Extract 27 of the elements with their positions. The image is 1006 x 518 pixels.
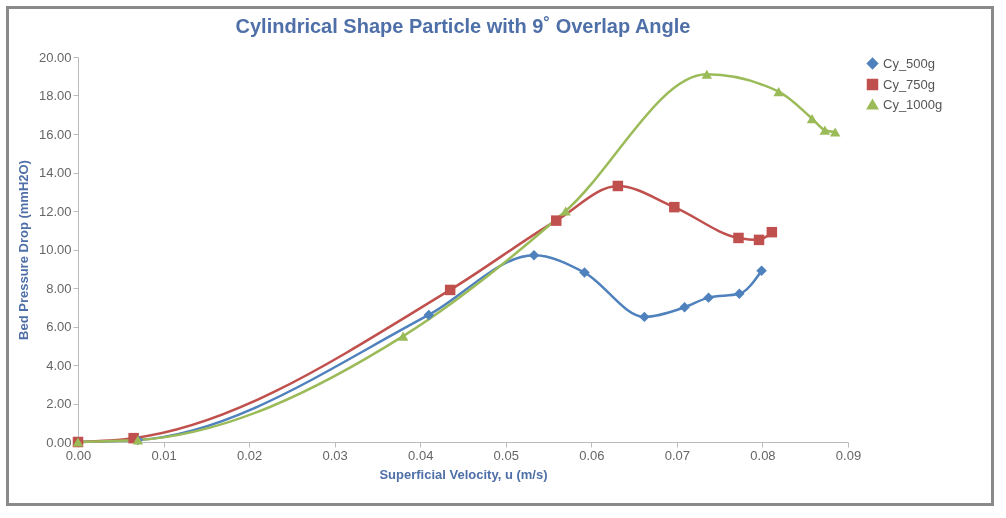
y-tick-label: 4.00 xyxy=(46,357,72,373)
x-tick-label: 0.06 xyxy=(579,447,605,463)
y-tick-label: 16.00 xyxy=(38,126,72,142)
x-tick-label: 0.02 xyxy=(236,447,263,463)
x-axis-title: Superficial Velocity, u (m/s) xyxy=(379,466,548,482)
x-tick-label: 0.04 xyxy=(408,447,434,463)
legend-label: Cy_1000g xyxy=(883,96,943,112)
y-tick-label: 18.00 xyxy=(38,88,72,103)
y-tick-label: 0.00 xyxy=(46,434,72,450)
y-tick-label: 12.00 xyxy=(38,203,72,219)
y-tick-label: 8.00 xyxy=(46,280,72,296)
y-tick-label: 10.00 xyxy=(38,242,72,257)
legend-label: Cy_500g xyxy=(883,55,936,71)
y-tick-label: 6.00 xyxy=(46,319,72,334)
y-tick-label: 2.00 xyxy=(46,396,72,411)
legend-label: Cy_750g xyxy=(883,76,936,92)
x-tick-label: 0.03 xyxy=(322,447,348,463)
x-tick-label: 0.05 xyxy=(493,447,519,463)
x-tick-label: 0.00 xyxy=(65,447,92,463)
x-tick-label: 0.08 xyxy=(750,447,776,463)
x-tick-label: 0.07 xyxy=(664,447,691,463)
y-axis-title: Bed Pressure Drop (mmH2O) xyxy=(15,160,31,340)
y-tick-label: 20.00 xyxy=(38,49,72,65)
chart-title: Cylindrical Shape Particle with 9˚ Overlap Angle xyxy=(235,15,691,37)
y-tick-label: 14.00 xyxy=(38,165,72,180)
x-tick-label: 0.09 xyxy=(835,447,862,463)
x-tick-label: 0.01 xyxy=(151,447,177,463)
